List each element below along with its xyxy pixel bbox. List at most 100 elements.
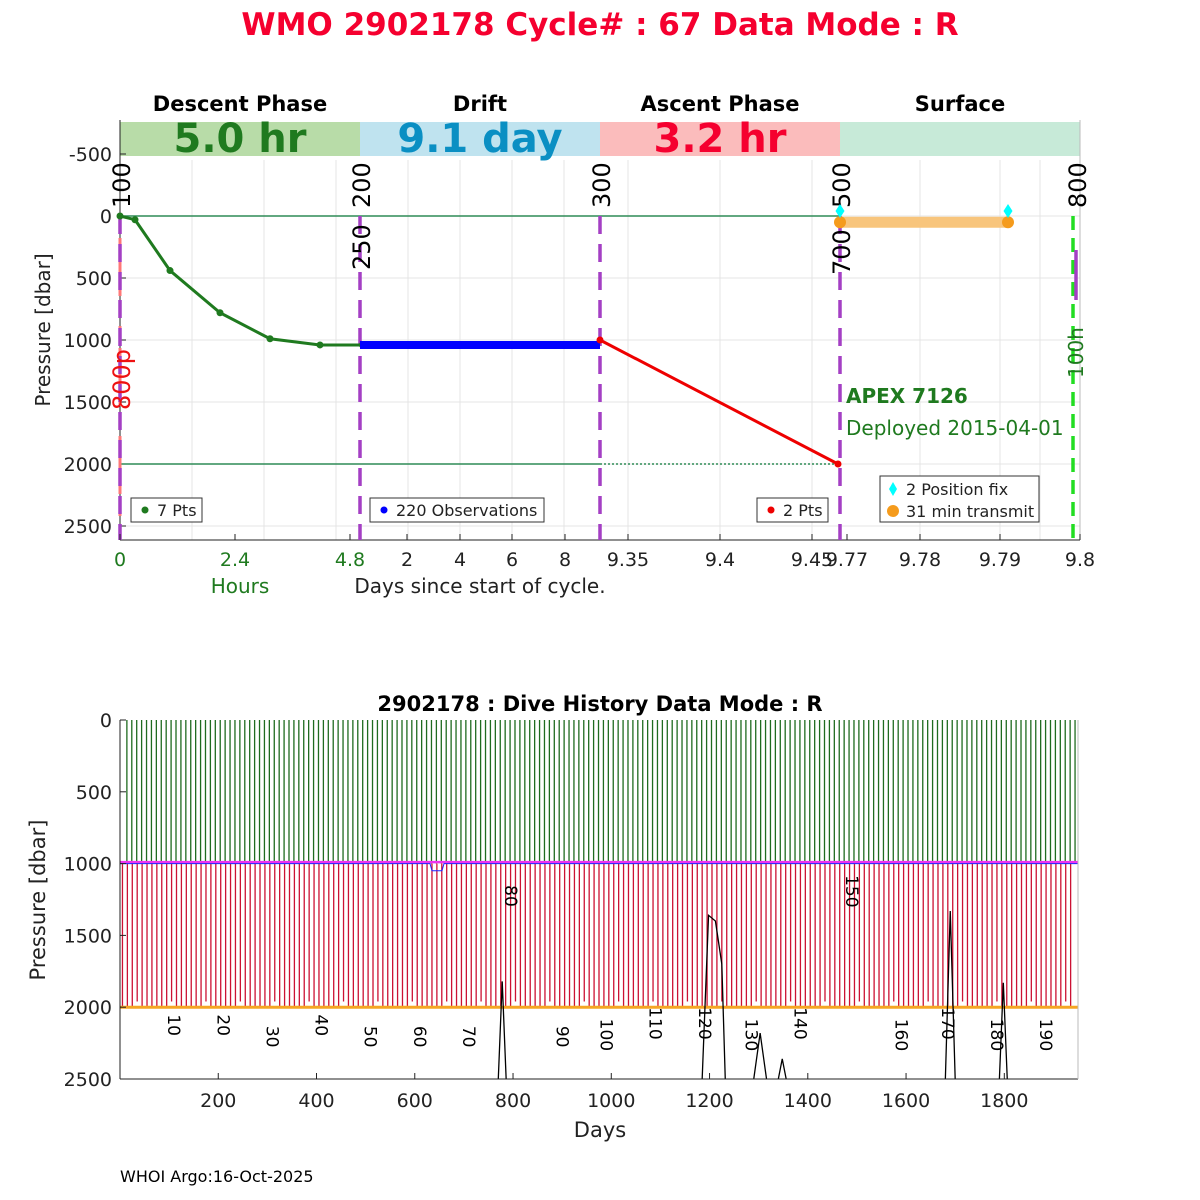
phase-label-500: 500	[828, 162, 856, 208]
cycle-label-80: 80	[500, 885, 520, 907]
legend-descent: 7 Pts	[130, 497, 203, 523]
phase-band-0	[120, 122, 360, 156]
cycle-xtick-label-2-0: 9.35	[607, 549, 649, 571]
cycle-label-50: 50	[360, 1026, 380, 1048]
cycle-ytick-label-5: 2000	[64, 454, 112, 476]
cycle-label-170: 170	[937, 1007, 957, 1039]
cycle-label-140: 140	[790, 1007, 810, 1039]
black-trace-seg-7	[701, 913, 726, 1080]
descent-point-5	[316, 341, 324, 349]
cycle-xtick-label-1-1: 4	[454, 549, 466, 571]
history-xtick-label-2: 600	[397, 1090, 433, 1112]
black-trace-seg-2	[497, 981, 507, 1080]
legend-drift-marker	[380, 506, 388, 514]
history-xtick-label-3: 800	[495, 1090, 531, 1112]
cycle-label-40: 40	[311, 1014, 331, 1036]
history-black-trace	[497, 910, 1008, 1080]
legend-ascent: 2 Pts	[756, 497, 829, 523]
history-descent-spikes	[121, 863, 1072, 1008]
history-xlabel: Days	[574, 1118, 626, 1142]
phase-band-2	[600, 122, 840, 156]
transmit-marker-0	[834, 216, 846, 229]
history-xtick-label-4: 1000	[587, 1090, 635, 1112]
footer-credit: WHOI Argo:16-Oct-2025	[120, 1167, 314, 1186]
cycle-xtick-label-0-2: 4.8	[335, 549, 365, 571]
descent-point-3	[216, 309, 224, 317]
legend-drift: 220 Observations	[369, 497, 545, 523]
history-ytick-label-5: 2500	[64, 1069, 112, 1091]
cycle-xtick-label-2-2: 9.45	[791, 549, 833, 571]
phase-duration-2: 3.2 hr	[654, 116, 787, 162]
legend-ascent-marker	[767, 506, 775, 514]
cycle-xtick-label-3-2: 9.79	[979, 549, 1021, 571]
cycle-xlabel-hours: Hours	[211, 574, 270, 598]
figure-title: WMO 2902178 Cycle# : 67 Data Mode : R	[241, 7, 958, 43]
cycle-ytick-label-2: 500	[76, 268, 112, 290]
cycle-ytick-label-6: 2500	[64, 516, 112, 538]
cycle-ytick-label-0: -500	[69, 144, 112, 166]
cycle-label-60: 60	[409, 1026, 429, 1048]
side-label-800p: 800p	[108, 349, 136, 410]
cycle-xtick-label-0-1: 2.4	[220, 549, 250, 571]
black-trace-seg-19	[998, 982, 1008, 1080]
history-xtick-label-8: 1800	[980, 1090, 1028, 1112]
phase-title-1: Drift	[453, 92, 507, 116]
ascent-line	[599, 338, 839, 466]
black-trace-seg-16	[944, 910, 956, 1080]
ascent-point-0	[596, 336, 604, 344]
transmit-marker-1	[1002, 216, 1014, 229]
history-ytick-label-4: 2000	[64, 997, 112, 1019]
phase-title-3: Surface	[915, 92, 1005, 116]
phase-title-2: Ascent Phase	[641, 92, 800, 116]
legend-drift-label: 220 Observations	[396, 501, 537, 520]
cycle-label-160: 160	[890, 1019, 910, 1051]
phase-title-0: Descent Phase	[153, 92, 327, 116]
float-deployed: Deployed 2015-04-01	[846, 416, 1064, 440]
cycle-label-190: 190	[1035, 1019, 1055, 1051]
legend-surface: 2 Position fix 31 min transmit	[879, 475, 1040, 523]
legend-transmit-marker	[887, 505, 899, 517]
cycle-ylabel: Pressure [dbar]	[31, 253, 55, 406]
position-fix-marker-1	[1003, 204, 1013, 219]
cycle-label-30: 30	[261, 1026, 281, 1048]
phase-label-800: 800	[1064, 162, 1092, 208]
cycle-ytick-label-1: 0	[100, 206, 112, 228]
ascent-point-1	[834, 460, 842, 468]
history-xtick-label-5: 1200	[685, 1090, 733, 1112]
phase-label-200: 200	[348, 162, 376, 208]
cycle-xlabel-days: Days since start of cycle.	[354, 574, 605, 598]
phase-label-250: 250	[348, 224, 376, 270]
cycle-xtick-label-3-0: 9.77	[826, 549, 868, 571]
history-xtick-label-1: 400	[298, 1090, 334, 1112]
phase-band-3	[840, 122, 1080, 156]
descent-line	[119, 214, 363, 347]
cycle-ytick-label-3: 1000	[64, 330, 112, 352]
phase-label-300: 300	[588, 162, 616, 208]
history-xtick-label-6: 1400	[784, 1090, 832, 1112]
black-trace-seg-10	[753, 1032, 768, 1080]
cycle-label-120: 120	[694, 1007, 714, 1039]
cycle-ytick-label-4: 1500	[64, 392, 112, 414]
history-xtick-label-0: 200	[200, 1090, 236, 1112]
cycle-label-100: 100	[596, 1019, 616, 1051]
cycle-label-10: 10	[163, 1014, 183, 1036]
cycle-xtick-label-2-1: 9.4	[705, 549, 735, 571]
cycle-label-130: 130	[740, 1019, 760, 1051]
descent-point-4	[266, 335, 274, 343]
black-trace-seg-13	[777, 1058, 787, 1080]
descent-point-1	[131, 216, 139, 224]
float-model: APEX 7126	[846, 384, 968, 408]
cycle-label-110: 110	[645, 1007, 665, 1039]
cycle-xtick-label-1-0: 2	[401, 549, 413, 571]
phase-duration-1: 9.1 day	[397, 116, 562, 162]
phase-band-1	[360, 122, 600, 156]
history-drift-segments	[120, 860, 1078, 872]
cycle-label-20: 20	[212, 1014, 232, 1036]
cycle-label-150: 150	[841, 875, 861, 907]
history-ascent-spikes	[126, 720, 1076, 864]
legend-fix-marker	[889, 482, 897, 496]
phase-label-700: 700	[828, 229, 856, 275]
cycle-xtick-label-3-1: 9.78	[899, 549, 941, 571]
